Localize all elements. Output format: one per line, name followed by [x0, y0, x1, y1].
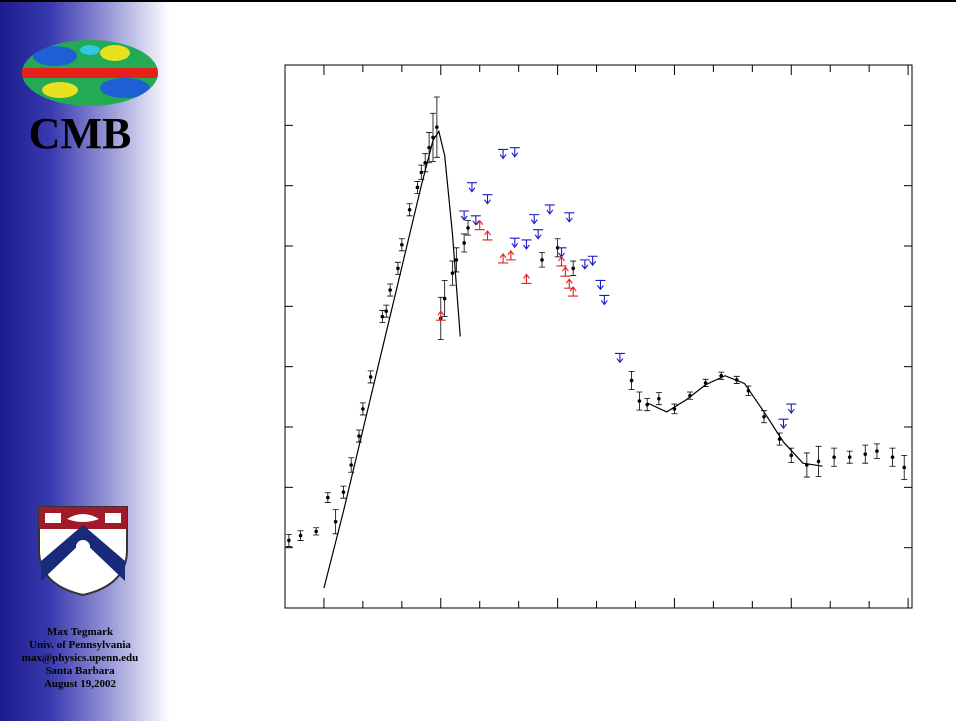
data-point	[396, 266, 400, 271]
data-point	[847, 455, 852, 459]
upper-limit	[509, 147, 520, 158]
data-point	[435, 125, 439, 129]
model-curve	[646, 375, 823, 467]
author-info: Max Tegmark Univ. of Pennsylvania max@ph…	[0, 626, 160, 691]
upper-limit	[459, 210, 470, 221]
data-point	[540, 258, 544, 262]
data-point	[423, 160, 427, 165]
data-point	[762, 414, 766, 419]
data-point	[419, 170, 424, 175]
upper-limit	[509, 237, 520, 249]
lower-limit	[568, 286, 579, 297]
data-point	[333, 519, 338, 524]
data-point	[415, 185, 420, 190]
upper-limit	[595, 279, 606, 291]
data-point	[314, 529, 318, 534]
upper-limit	[470, 215, 481, 226]
data-point	[629, 378, 634, 383]
data-point	[380, 314, 385, 319]
data-point	[298, 533, 303, 538]
lower-limit	[560, 266, 571, 277]
data-point	[890, 455, 895, 459]
penn-shield	[38, 506, 128, 597]
data-point	[349, 463, 354, 467]
data-point	[863, 452, 868, 456]
data-point	[427, 145, 431, 150]
data-point	[816, 459, 821, 464]
plot-frame	[284, 64, 913, 609]
data-point	[407, 208, 412, 212]
data-point	[637, 399, 642, 403]
lower-limit	[474, 219, 485, 231]
data-point	[571, 266, 575, 271]
upper-limit	[599, 294, 610, 306]
affiliation: Univ. of Pennsylvania	[29, 639, 131, 651]
data-point	[341, 490, 346, 494]
data-point	[442, 296, 447, 301]
data-point	[357, 434, 361, 438]
upper-limit	[498, 148, 509, 160]
lower-limit	[435, 310, 446, 321]
upper-limit	[614, 352, 625, 364]
sidebar	[0, 0, 170, 721]
data-point	[657, 396, 661, 401]
top-rule	[0, 0, 956, 2]
upper-limit	[579, 259, 590, 270]
data-point	[326, 495, 330, 500]
data-point	[287, 538, 291, 543]
data-point	[454, 258, 459, 262]
upper-limit	[466, 182, 477, 193]
lower-limit	[482, 230, 493, 241]
upper-limit	[786, 403, 797, 414]
data-point	[832, 455, 836, 459]
data-point	[902, 465, 907, 470]
upper-limit	[529, 214, 540, 225]
upper-limit	[564, 212, 575, 223]
data-point	[789, 453, 794, 458]
data-point	[368, 375, 373, 379]
data-point	[462, 241, 466, 245]
email: max@physics.upenn.edu	[21, 652, 139, 664]
slide-title: CMB	[28, 109, 132, 158]
upper-limit	[521, 239, 532, 250]
upper-limit	[587, 255, 598, 267]
upper-limit	[544, 204, 555, 215]
data-point	[400, 242, 404, 247]
upper-limit	[778, 418, 789, 430]
sky-map	[22, 40, 158, 106]
lower-limit	[556, 255, 567, 267]
lower-limit	[521, 273, 532, 284]
data-point	[466, 226, 470, 230]
model-curve	[323, 129, 461, 589]
author: Max Tegmark	[46, 626, 114, 638]
data-point	[388, 288, 392, 292]
location: Santa Barbara	[45, 665, 115, 677]
lower-limit	[505, 249, 516, 261]
date: August 19,2002	[43, 678, 117, 690]
data-point	[361, 407, 365, 411]
lower-limit	[498, 252, 509, 264]
upper-limit	[533, 229, 544, 240]
upper-limit	[482, 194, 493, 205]
data-point	[875, 449, 879, 453]
data-point	[384, 309, 389, 313]
